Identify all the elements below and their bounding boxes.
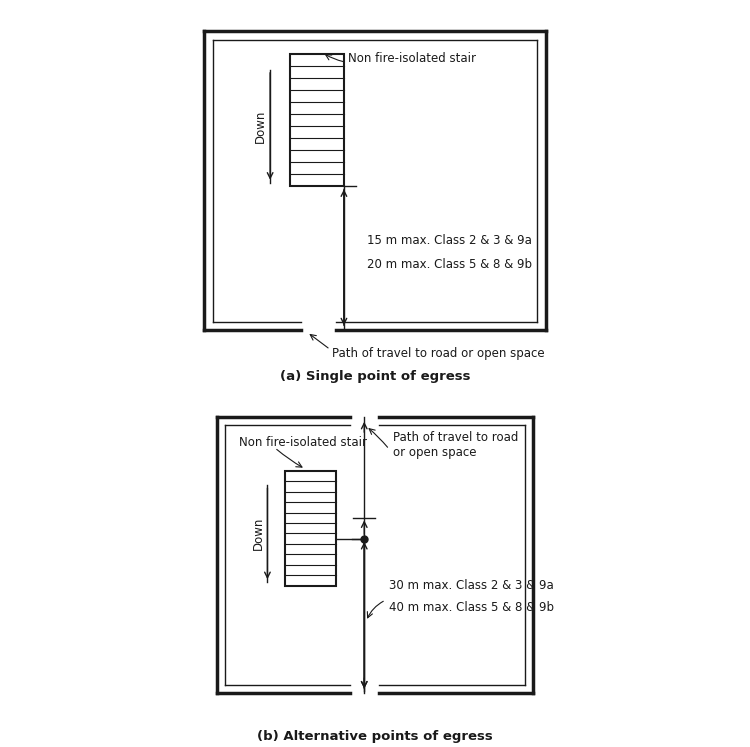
Text: 40 m max. Class 5 & 8 & 9b: 40 m max. Class 5 & 8 & 9b: [389, 601, 554, 614]
Bar: [290, 55, 344, 187]
Text: 15 m max. Class 2 & 3 & 9a: 15 m max. Class 2 & 3 & 9a: [368, 235, 532, 247]
Text: 30 m max. Class 2 & 3 & 9a: 30 m max. Class 2 & 3 & 9a: [389, 579, 554, 592]
Text: (a) Single point of egress: (a) Single point of egress: [280, 371, 470, 383]
Text: Path of travel to road or open space: Path of travel to road or open space: [332, 347, 545, 360]
Text: Path of travel to road
or open space: Path of travel to road or open space: [393, 432, 518, 459]
Text: Down: Down: [254, 110, 267, 143]
Text: Non fire-isolated stair: Non fire-isolated stair: [238, 436, 367, 449]
Bar: [285, 471, 335, 586]
Text: Non fire-isolated stair: Non fire-isolated stair: [348, 52, 476, 65]
Text: (b) Alternative points of egress: (b) Alternative points of egress: [257, 730, 493, 743]
Text: Down: Down: [252, 517, 265, 551]
Text: 20 m max. Class 5 & 8 & 9b: 20 m max. Class 5 & 8 & 9b: [368, 258, 532, 270]
